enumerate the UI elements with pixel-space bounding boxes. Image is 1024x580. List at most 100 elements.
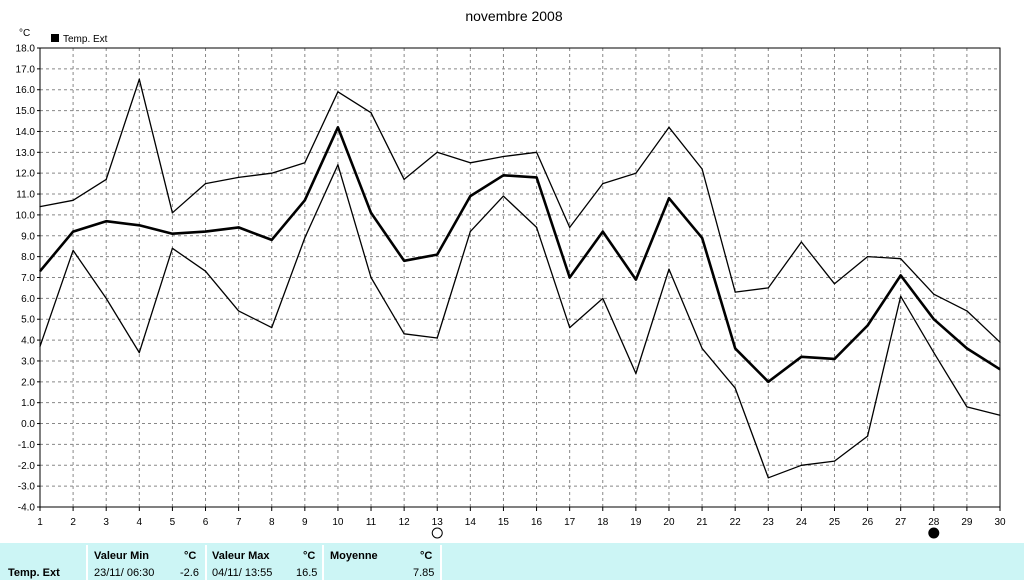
x-axis: 1 2 3 4 5 6 7 8 9 10 11 12 13 14 15 16 17 18 19 20 21 22 23 24 2… [37,507,1006,528]
stats-separator [322,545,324,580]
data-point-moyenne [72,231,74,233]
data-point-min [866,435,869,437]
series-line-min [39,164,1001,479]
data-point-max [403,178,405,181]
data-point-max [271,172,273,174]
x-tick-label: 14 [465,517,477,528]
data-point-moyenne [866,324,869,327]
data-point-moyenne [933,318,935,320]
x-tick-label: 5 [170,517,176,528]
y-tick-label: 3.0 [21,356,35,367]
data-point-max [370,112,372,114]
y-tick-label: 0.0 [21,419,35,430]
data-point-max [966,310,968,312]
data-point-max [767,287,769,289]
data-point-moyenne [138,224,140,226]
data-point-max [105,178,107,181]
data-point-moyenne [966,347,968,350]
data-point-moyenne [39,270,41,272]
data-point-max [900,258,902,260]
x-tick-label: 17 [564,517,576,528]
avg-unit: °C [420,550,433,562]
data-point-max [569,226,571,229]
min-header: Valeur Min [94,550,150,562]
x-tick-label: 26 [862,517,874,528]
data-point-moyenne [105,220,107,222]
y-tick-label: 15.0 [16,106,36,117]
data-point-min [469,231,471,233]
data-point-max [701,168,703,170]
y-axis: 18.0 17.0 16.0 15.0 14.0 13.0 12.0 11.0 10.0 9.0 8… [16,44,40,514]
data-point-min [767,477,769,479]
series-line-moyenne [39,126,1001,384]
data-point-min [999,414,1001,416]
y-tick-label: 5.0 [21,315,35,326]
data-point-min [171,247,174,249]
data-point-min [403,333,405,335]
y-tick-label: 11.0 [16,190,35,201]
data-point-moyenne [701,237,703,239]
data-point-max [866,256,869,258]
x-tick-label: 1 [37,517,43,528]
data-point-min [138,352,140,354]
data-point-moyenne [800,356,802,358]
data-point-moyenne [535,176,538,178]
new-moon-icon [928,527,940,539]
data-point-moyenne [569,276,571,279]
x-tick-label: 22 [730,517,742,528]
x-tick-label: 6 [203,517,209,528]
data-point-max [337,91,339,93]
data-point-max [999,341,1001,343]
x-tick-label: 21 [697,517,709,528]
data-point-moyenne [734,347,736,350]
x-tick-label: 8 [269,517,275,528]
data-point-moyenne [999,368,1001,370]
x-tick-label: 18 [597,517,609,528]
y-tick-label: 2.0 [21,377,35,388]
y-tick-label: 16.0 [16,85,36,96]
data-point-moyenne [502,174,505,176]
y-tick-label: 6.0 [21,294,35,305]
data-point-max [535,151,538,153]
stats-separator [86,545,88,580]
avg-value: 7.85 [413,567,435,579]
y-tick-label: 13.0 [16,148,36,159]
data-point-max [635,172,637,174]
x-tick-label: 30 [994,517,1006,528]
x-tick-label: 19 [630,517,642,528]
x-tick-label: 25 [829,517,841,528]
data-point-max [72,199,74,201]
data-point-max [171,212,174,214]
max-date: 04/11/ 13:55 [212,567,273,579]
y-tick-label: 7.0 [21,273,35,284]
data-point-max [39,205,41,208]
x-tick-label: 16 [531,517,543,528]
data-point-min [900,295,902,297]
data-point-moyenne [767,381,769,383]
legend-swatch [51,34,59,42]
data-point-min [933,352,935,354]
max-value: 16.5 [296,567,318,579]
data-point-min [204,270,207,272]
x-tick-label: 15 [498,517,510,528]
data-point-max [602,183,604,185]
data-point-min [668,268,670,270]
data-point-moyenne [900,274,902,277]
data-point-max [734,291,736,293]
min-value: -2.6 [180,567,199,579]
y-tick-label: 9.0 [21,231,35,242]
x-tick-label: 13 [432,517,444,528]
y-tick-label: 17.0 [16,64,36,75]
data-point-max [668,126,670,128]
data-point-min [833,460,836,462]
data-point-moyenne [370,212,372,214]
data-point-min [800,464,802,466]
data-point-min [304,237,306,239]
y-tick-label: 18.0 [16,44,36,55]
data-point-min [436,337,438,339]
x-tick-label: 7 [236,517,242,528]
data-point-max [138,78,140,80]
data-point-moyenne [403,260,405,262]
x-tick-label: 11 [366,517,377,528]
series-layer [39,78,1001,479]
